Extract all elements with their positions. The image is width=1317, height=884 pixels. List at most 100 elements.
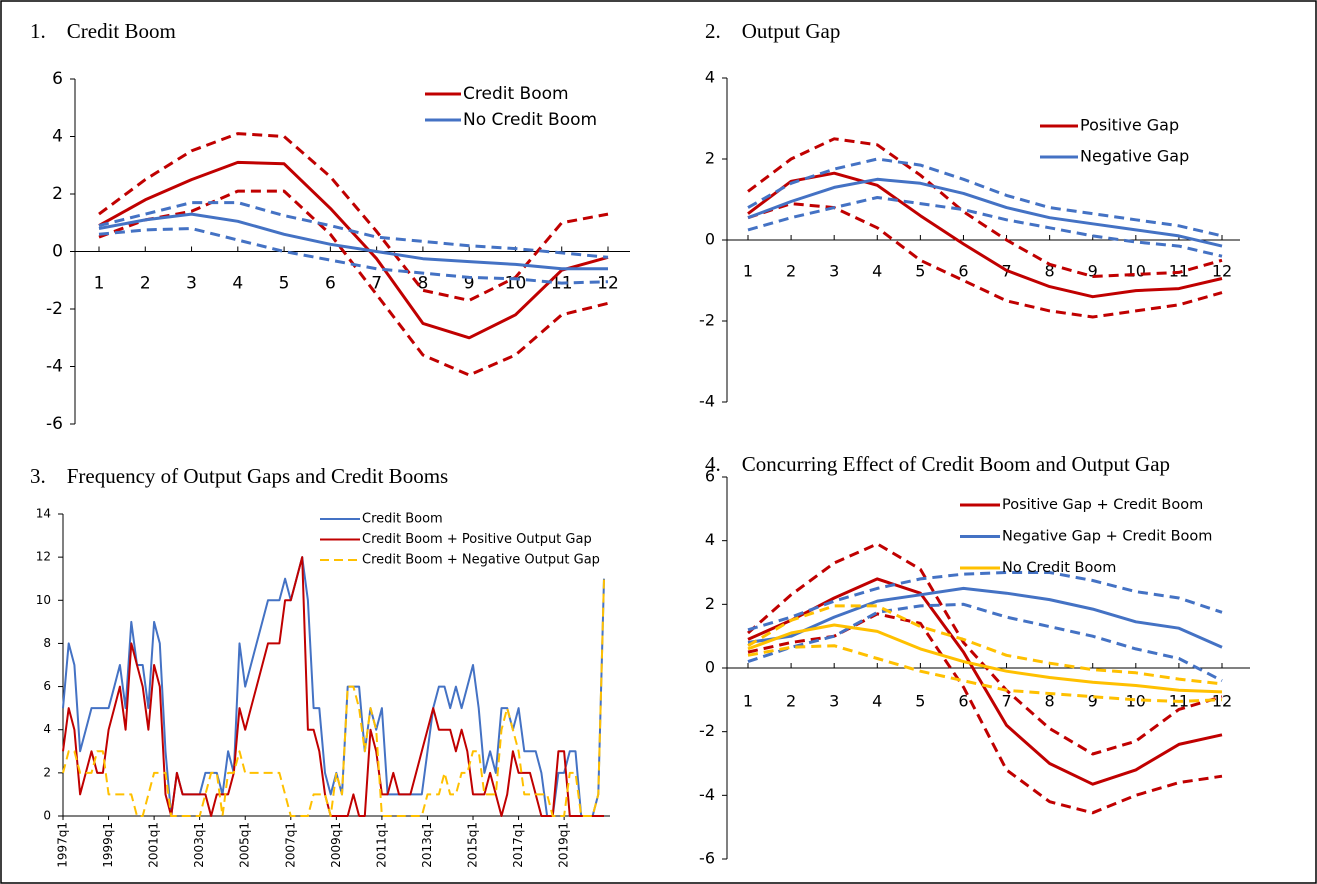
y-tick-label: -2	[699, 311, 715, 330]
legend-label: No Credit Boom	[1002, 560, 1116, 576]
x-tick-label: 4	[232, 274, 243, 294]
x-tick-label: 2003q1	[192, 822, 206, 868]
x-tick-label: 8	[1045, 692, 1055, 711]
series-line	[747, 171, 1223, 299]
band-line	[62, 578, 605, 817]
band-line	[98, 132, 609, 302]
band-line	[98, 201, 609, 259]
y-tick-label: 2	[705, 149, 715, 168]
y-tick-label: 12	[36, 550, 51, 564]
x-tick-label: 1	[94, 274, 105, 294]
y-tick-label: 2	[52, 184, 63, 204]
series-line	[98, 212, 608, 271]
y-tick-label: -4	[699, 392, 715, 411]
y-tick-label: 4	[43, 722, 51, 736]
x-tick-label: 1999q1	[101, 822, 115, 868]
series-line	[747, 177, 1223, 248]
y-tick-label: 14	[36, 507, 51, 521]
x-tick-label: 9	[1088, 262, 1098, 281]
x-tick-label: 2	[786, 692, 796, 711]
band-line	[747, 612, 1223, 815]
x-tick-label: 3	[829, 262, 839, 281]
chart-title: 3. Frequency of Output Gaps and Credit B…	[30, 464, 448, 488]
x-tick-label: 12	[597, 274, 619, 294]
x-tick-label: 2011q1	[374, 822, 388, 868]
series-line	[747, 577, 1223, 786]
chart-title: 1. Credit Boom	[30, 19, 176, 43]
series-line	[98, 160, 609, 340]
x-tick-label: 5	[915, 692, 925, 711]
x-tick-label: 6	[958, 262, 968, 281]
legend-label: Credit Boom + Positive Output Gap	[362, 532, 592, 547]
y-tick-label: 2	[43, 765, 51, 779]
x-tick-label: 4	[872, 692, 882, 711]
band-line	[747, 137, 1223, 278]
legend-label: Positive Gap	[1080, 116, 1179, 135]
y-tick-label: -6	[699, 849, 715, 868]
x-tick-label: 10	[1126, 692, 1146, 711]
y-tick-label: 2	[705, 594, 715, 613]
band-line	[747, 202, 1223, 319]
x-tick-label: 7	[1001, 692, 1011, 711]
x-tick-label: 2017q1	[511, 822, 525, 868]
x-tick-label: 9	[464, 274, 475, 294]
x-tick-label: 3	[186, 274, 197, 294]
y-tick-label: 4	[705, 530, 715, 549]
band-line	[747, 644, 1223, 703]
y-tick-label: 8	[43, 636, 51, 650]
y-tick-label: -2	[699, 721, 715, 740]
y-tick-label: 10	[36, 593, 51, 607]
x-tick-label: 7	[371, 274, 382, 294]
x-tick-label: 2001q1	[147, 822, 161, 868]
y-tick-label: -4	[46, 357, 63, 377]
x-tick-label: 1	[743, 262, 753, 281]
band-line	[747, 602, 1223, 683]
x-tick-label: 2019q1	[557, 822, 571, 868]
legend-label: Negative Gap + Credit Boom	[1002, 529, 1212, 545]
x-tick-label: 2015q1	[466, 822, 480, 868]
x-tick-label: 5	[279, 274, 290, 294]
band-line	[747, 157, 1223, 238]
legend-label: Negative Gap	[1080, 147, 1189, 166]
band-line	[747, 542, 1223, 756]
x-tick-label: 2	[140, 274, 151, 294]
band-line	[747, 571, 1223, 632]
x-tick-label: 3	[829, 692, 839, 711]
y-tick-label: -6	[46, 414, 63, 434]
x-tick-label: 6	[325, 274, 336, 294]
x-tick-label: 4	[872, 262, 882, 281]
x-tick-label: 2007q1	[283, 822, 297, 868]
x-tick-label: 2	[786, 262, 796, 281]
band-line	[747, 196, 1223, 258]
y-tick-label: 0	[52, 242, 63, 262]
y-tick-label: -4	[699, 785, 715, 804]
x-tick-label: 6	[958, 692, 968, 711]
y-tick-label: 0	[705, 658, 715, 677]
legend-label: Positive Gap + Credit Boom	[1002, 497, 1203, 513]
series-line	[747, 623, 1223, 694]
x-tick-label: 5	[915, 262, 925, 281]
y-tick-label: 0	[43, 809, 51, 823]
x-tick-label: 2005q1	[238, 822, 252, 868]
y-tick-label: 6	[43, 679, 51, 693]
legend-label: Credit Boom	[362, 512, 443, 527]
x-tick-label: 2009q1	[329, 822, 343, 868]
band-line	[747, 604, 1223, 686]
x-tick-label: 1	[743, 692, 753, 711]
x-tick-label: 10	[1126, 262, 1146, 281]
series-line	[62, 556, 604, 817]
series-line	[62, 556, 605, 817]
y-tick-label: -2	[46, 299, 63, 319]
chart-title: 2. Output Gap	[705, 19, 840, 43]
x-tick-label: 12	[1212, 262, 1232, 281]
y-tick-label: 0	[705, 230, 715, 249]
x-tick-label: 1997q1	[56, 822, 70, 868]
y-tick-label: 6	[705, 467, 715, 486]
x-tick-label: 8	[417, 274, 428, 294]
x-tick-label: 9	[1088, 692, 1098, 711]
legend-label: Credit Boom + Negative Output Gap	[362, 553, 600, 568]
x-tick-label: 2013q1	[420, 822, 434, 868]
